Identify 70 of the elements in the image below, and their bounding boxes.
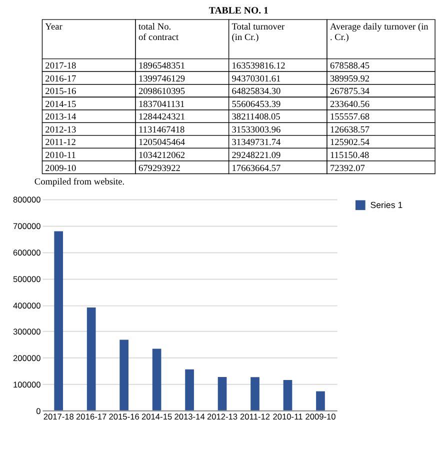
- text: 1284424321: [138, 112, 186, 123]
- text: Total turnover (in Cr.): [232, 22, 286, 44]
- bar: [316, 391, 325, 410]
- text: 2009-10: [45, 164, 77, 174]
- text: 38211408.05: [232, 112, 281, 123]
- y-tick-label: 400000: [12, 300, 42, 310]
- text: 2014-15: [45, 100, 77, 110]
- text: 17663664.57: [232, 164, 281, 174]
- x-tick-label: 2014-15: [142, 412, 172, 422]
- bar: [283, 380, 292, 410]
- y-tick-label: 300000: [12, 326, 42, 337]
- text: 126638.57: [330, 125, 370, 136]
- text: Average daily turnover (in . Cr.): [330, 22, 429, 44]
- y-tick-label: 500000: [12, 274, 42, 284]
- y-tick-label: 700000: [12, 221, 42, 232]
- text: Year: [45, 22, 64, 32]
- text: 2016-17: [45, 74, 77, 84]
- x-tick-label: 2012-13: [206, 412, 238, 422]
- y-tick-label: 800000: [12, 194, 42, 205]
- bar: [152, 348, 162, 410]
- bar: [54, 231, 64, 410]
- text: TABLE NO. 1: [208, 6, 268, 17]
- x-tick-label: 2009-10: [305, 412, 336, 422]
- text: 389959.92: [330, 74, 370, 84]
- text: 267875.34: [330, 87, 370, 98]
- text: 2013-14: [45, 112, 77, 123]
- text: 31349731.74: [232, 138, 281, 148]
- text: 55606453.39: [232, 100, 281, 110]
- text: 2098610395: [138, 87, 186, 98]
- bar: [218, 376, 227, 410]
- text: 2010-11: [45, 151, 76, 162]
- text: Compiled from website.: [34, 178, 125, 188]
- text: 679293922: [138, 164, 181, 174]
- text: 29248221.09: [232, 151, 281, 162]
- text: 1205045464: [138, 138, 186, 148]
- text: 155557.68: [330, 112, 370, 123]
- bar: [250, 377, 260, 410]
- x-tick-label: 2017-18: [43, 412, 74, 422]
- bar: [86, 307, 96, 410]
- x-tick-label: 2016-17: [76, 412, 107, 422]
- text: 115150.48: [330, 151, 370, 162]
- y-tick-label: 200000: [12, 353, 42, 364]
- x-tick-label: 2011-12: [240, 412, 270, 422]
- text: 1034212062: [138, 151, 186, 162]
- text: 678588.45: [330, 62, 370, 72]
- text: total No. of contract: [138, 22, 179, 44]
- text: 233640.56: [330, 100, 370, 110]
- text: 64825834.30: [232, 87, 281, 98]
- text: 125902.54: [330, 138, 370, 148]
- text: 1131467418: [138, 125, 186, 136]
- bar: [120, 340, 128, 410]
- text: 31533003.96: [232, 125, 281, 136]
- text: 2012-13: [45, 125, 77, 136]
- x-tick-label: 2013-14: [174, 412, 206, 422]
- y-tick-label: 0: [36, 406, 42, 416]
- text: 163539816.12: [232, 62, 286, 72]
- bar: [185, 369, 194, 410]
- text: 1837041131: [138, 100, 186, 110]
- text: 72392.07: [330, 164, 366, 174]
- y-tick-label: 600000: [12, 247, 42, 258]
- legend-label: Series 1: [370, 200, 403, 210]
- text: 1399746129: [138, 74, 186, 84]
- text: 94370301.61: [232, 74, 281, 84]
- text: 2011-12: [45, 138, 76, 148]
- x-tick-label: 2010-11: [272, 412, 304, 422]
- y-tick-label: 100000: [12, 379, 42, 390]
- text: 2015-16: [45, 87, 77, 98]
- text: 1896548351: [138, 62, 186, 72]
- x-tick-label: 2015-16: [108, 412, 140, 422]
- text: 2017-18: [45, 62, 77, 72]
